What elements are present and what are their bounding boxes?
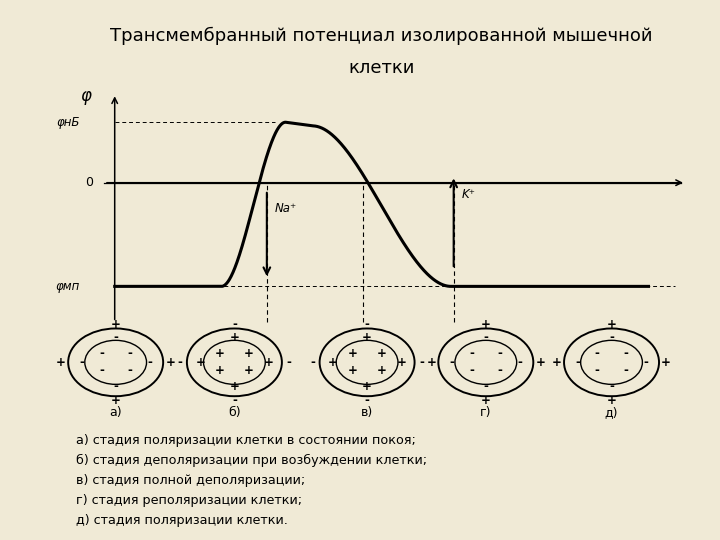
Text: д) стадия поляризации клетки.: д) стадия поляризации клетки. [76,514,288,527]
Text: -: - [99,347,104,360]
Text: -: - [364,394,369,407]
Text: клетки: клетки [348,59,415,77]
Text: б) стадия деполяризации при возбуждении клетки;: б) стадия деполяризации при возбуждении … [76,454,427,467]
Text: +: + [348,347,358,360]
Text: -: - [624,347,629,360]
Text: +: + [481,394,491,407]
Text: +: + [243,364,253,377]
Text: +: + [661,356,671,369]
Text: -: - [595,364,600,377]
Text: +: + [264,356,274,369]
Text: K⁺: K⁺ [462,188,476,201]
Text: φмп: φмп [55,280,80,293]
Text: +: + [195,356,205,369]
Text: +: + [215,347,225,360]
Text: -: - [483,380,488,393]
Text: -: - [575,356,580,369]
Text: -: - [364,318,369,331]
Text: +: + [111,318,121,331]
Text: +: + [362,332,372,345]
Text: φ: φ [80,87,91,105]
Text: -: - [148,356,153,369]
Text: +: + [111,394,121,407]
Text: -: - [177,356,182,369]
Text: +: + [396,356,406,369]
Text: 0: 0 [86,176,94,189]
Text: -: - [127,347,132,360]
Text: -: - [419,356,424,369]
Text: +: + [348,364,358,377]
Text: -: - [449,356,454,369]
Text: -: - [469,347,474,360]
Text: -: - [113,380,118,393]
Text: +: + [552,356,562,369]
Text: -: - [232,394,237,407]
Text: +: + [56,356,66,369]
Text: а): а) [109,406,122,419]
Text: -: - [483,332,488,345]
Text: -: - [609,380,614,393]
Text: -: - [595,347,600,360]
Text: в): в) [361,406,373,419]
Text: +: + [230,332,239,345]
Text: +: + [481,318,491,331]
Text: -: - [79,356,84,369]
Text: -: - [310,356,315,369]
Text: г) стадия реполяризации клетки;: г) стадия реполяризации клетки; [76,494,302,507]
Text: б): б) [228,406,240,419]
Text: +: + [377,364,386,377]
Text: +: + [426,356,436,369]
Text: +: + [328,356,338,369]
Text: +: + [377,347,386,360]
Text: в) стадия полной деполяризации;: в) стадия полной деполяризации; [76,474,305,487]
Text: +: + [606,394,616,407]
Text: д): д) [605,406,618,419]
Text: а) стадия поляризации клетки в состоянии покоя;: а) стадия поляризации клетки в состоянии… [76,434,416,447]
Text: +: + [215,364,225,377]
Text: г): г) [480,406,492,419]
Text: -: - [498,364,503,377]
Text: +: + [362,380,372,393]
Text: -: - [469,364,474,377]
Text: φнБ: φнБ [57,116,80,129]
Text: Na⁺: Na⁺ [275,202,297,215]
Text: +: + [243,347,253,360]
Text: -: - [498,347,503,360]
Text: Трансмембранный потенциал изолированной мышечной: Трансмембранный потенциал изолированной … [110,27,653,45]
Text: +: + [230,380,239,393]
Text: -: - [99,364,104,377]
Text: +: + [166,356,175,369]
Text: -: - [643,356,648,369]
Text: +: + [606,318,616,331]
Text: -: - [609,332,614,345]
Text: -: - [232,318,237,331]
Text: -: - [287,356,292,369]
Text: -: - [113,332,118,345]
Text: -: - [518,356,523,369]
Text: +: + [536,356,545,369]
Text: -: - [624,364,629,377]
Text: -: - [127,364,132,377]
